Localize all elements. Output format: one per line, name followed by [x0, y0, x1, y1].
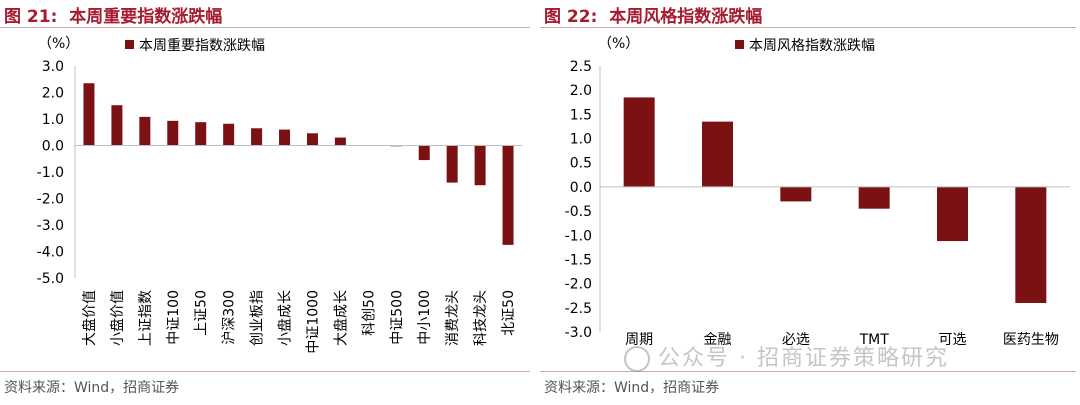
y-tick-label: 2.5 [570, 59, 592, 75]
legend-swatch [125, 40, 134, 49]
y-tick-label: -5.0 [37, 271, 64, 287]
title-divider [0, 27, 530, 28]
y-tick-label: 1.5 [570, 107, 592, 123]
x-tick-label: 中证100 [166, 290, 182, 345]
chart-panel-left: 图 21: 本周重要指数涨跌幅 （%） 本周重要指数涨跌幅 3.0 2.0 1.0 0.0… [0, 0, 534, 405]
legend-label: 本周重要指数涨跌幅 [139, 38, 265, 54]
bar-5 [1015, 186, 1047, 303]
bar-6 [251, 128, 263, 146]
x-tick-label: 中证500 [389, 290, 405, 345]
source-note: 资料来源：Wind，招商证券 [4, 380, 180, 396]
y-tick-label: 1.0 [570, 132, 592, 148]
x-tick-label: 消费龙头 [445, 290, 461, 346]
y-tick-label: -4.0 [37, 245, 64, 261]
x-tick-label: 中小100 [417, 290, 433, 345]
y-tick-label: 0.5 [570, 156, 592, 172]
bar-3 [858, 186, 890, 209]
x-tick-label: 大盘成长 [332, 290, 349, 346]
y-tick-label: -2.0 [37, 192, 64, 208]
y-tick-label: -1.0 [37, 165, 64, 181]
x-tick-label: 大盘价值 [81, 290, 98, 346]
bar-1 [702, 121, 733, 187]
x-tick-label: 上证指数 [138, 290, 154, 346]
source-note: 资料来源：Wind，招商证券 [544, 380, 720, 396]
x-tick-label: 上证50 [194, 290, 210, 336]
y-tick-label: 0.0 [570, 180, 592, 196]
x-tick-label: 中证1000 [305, 290, 321, 354]
footer-divider [540, 371, 1076, 372]
x-tick-label: 周期 [625, 332, 653, 348]
bar-8 [306, 133, 318, 146]
figure-title: 图 22: 本周风格指数涨跌幅 [544, 7, 763, 27]
bar-0 [83, 83, 95, 146]
bar-2 [780, 186, 812, 202]
footer-divider [0, 371, 530, 372]
figure-title: 图 21: 本周重要指数涨跌幅 [4, 7, 223, 27]
legend: 本周风格指数涨跌幅 [735, 38, 875, 54]
y-tick-label: -1.5 [565, 252, 592, 268]
y-tick-label: 0.0 [42, 139, 64, 155]
x-tick-label: 北证50 [501, 290, 517, 336]
chart-panel-right: 图 22: 本周风格指数涨跌幅 （%） 本周风格指数涨跌幅 2.5 2.0 1.5 1.0… [540, 0, 1080, 405]
bar-4 [937, 186, 968, 242]
bar-5 [223, 123, 235, 146]
bar-15 [502, 145, 514, 245]
x-tick-label: 必选 [782, 332, 810, 348]
bar-4 [195, 122, 207, 146]
y-tick-label: 2.0 [42, 86, 64, 102]
bar-13 [446, 145, 458, 183]
y-tick-label: -3.0 [565, 325, 592, 341]
watermark: 公众号 · 招商证券策略研究 [624, 340, 949, 372]
bar-0 [623, 97, 655, 187]
bar-7 [279, 129, 291, 146]
legend-label: 本周风格指数涨跌幅 [749, 38, 875, 54]
y-tick-label: -0.5 [565, 204, 592, 220]
wechat-icon [624, 346, 650, 372]
x-tick-label: 小盘成长 [277, 290, 294, 346]
x-tick-label: 创业板指 [250, 290, 266, 346]
unit-label: （%） [598, 36, 639, 52]
x-tick-label: 科创50 [361, 290, 377, 336]
y-tick-label: 3.0 [42, 59, 64, 75]
bar-14 [474, 145, 486, 186]
bar-9 [334, 137, 346, 146]
title-divider [540, 27, 1076, 28]
unit-label: （%） [38, 36, 79, 52]
x-tick-label: 科技龙头 [473, 290, 489, 346]
bar-3 [167, 120, 179, 146]
bar-12 [418, 145, 430, 161]
x-tick-label: 可选 [939, 332, 967, 348]
bar-chart-left: （%） 本周重要指数涨跌幅 3.0 2.0 1.0 0.0 -1.0 -2.0 -3.0 -4.0… [37, 36, 522, 354]
x-tick-label: 金融 [704, 332, 732, 348]
bar-2 [139, 116, 151, 146]
y-tick-label: -2.5 [565, 301, 592, 317]
y-tick-label: -3.0 [37, 218, 64, 234]
y-tick-label: 1.0 [42, 112, 64, 128]
y-tick-label: 2.0 [570, 83, 592, 99]
legend: 本周重要指数涨跌幅 [125, 38, 265, 54]
x-tick-label: 小盘价值 [109, 290, 126, 346]
y-tick-label: -2.0 [565, 277, 592, 293]
x-tick-label: 医药生物 [1003, 332, 1059, 348]
bar-1 [111, 105, 123, 146]
x-tick-label: 沪深300 [222, 290, 238, 345]
legend-swatch [735, 40, 744, 49]
y-tick-label: -1.0 [565, 228, 592, 244]
x-tick-label: TMT [859, 332, 890, 348]
bar-chart-right: （%） 本周风格指数涨跌幅 2.5 2.0 1.5 1.0 0.5 0.0 -0.5 -1.0 -1… [565, 36, 1070, 348]
